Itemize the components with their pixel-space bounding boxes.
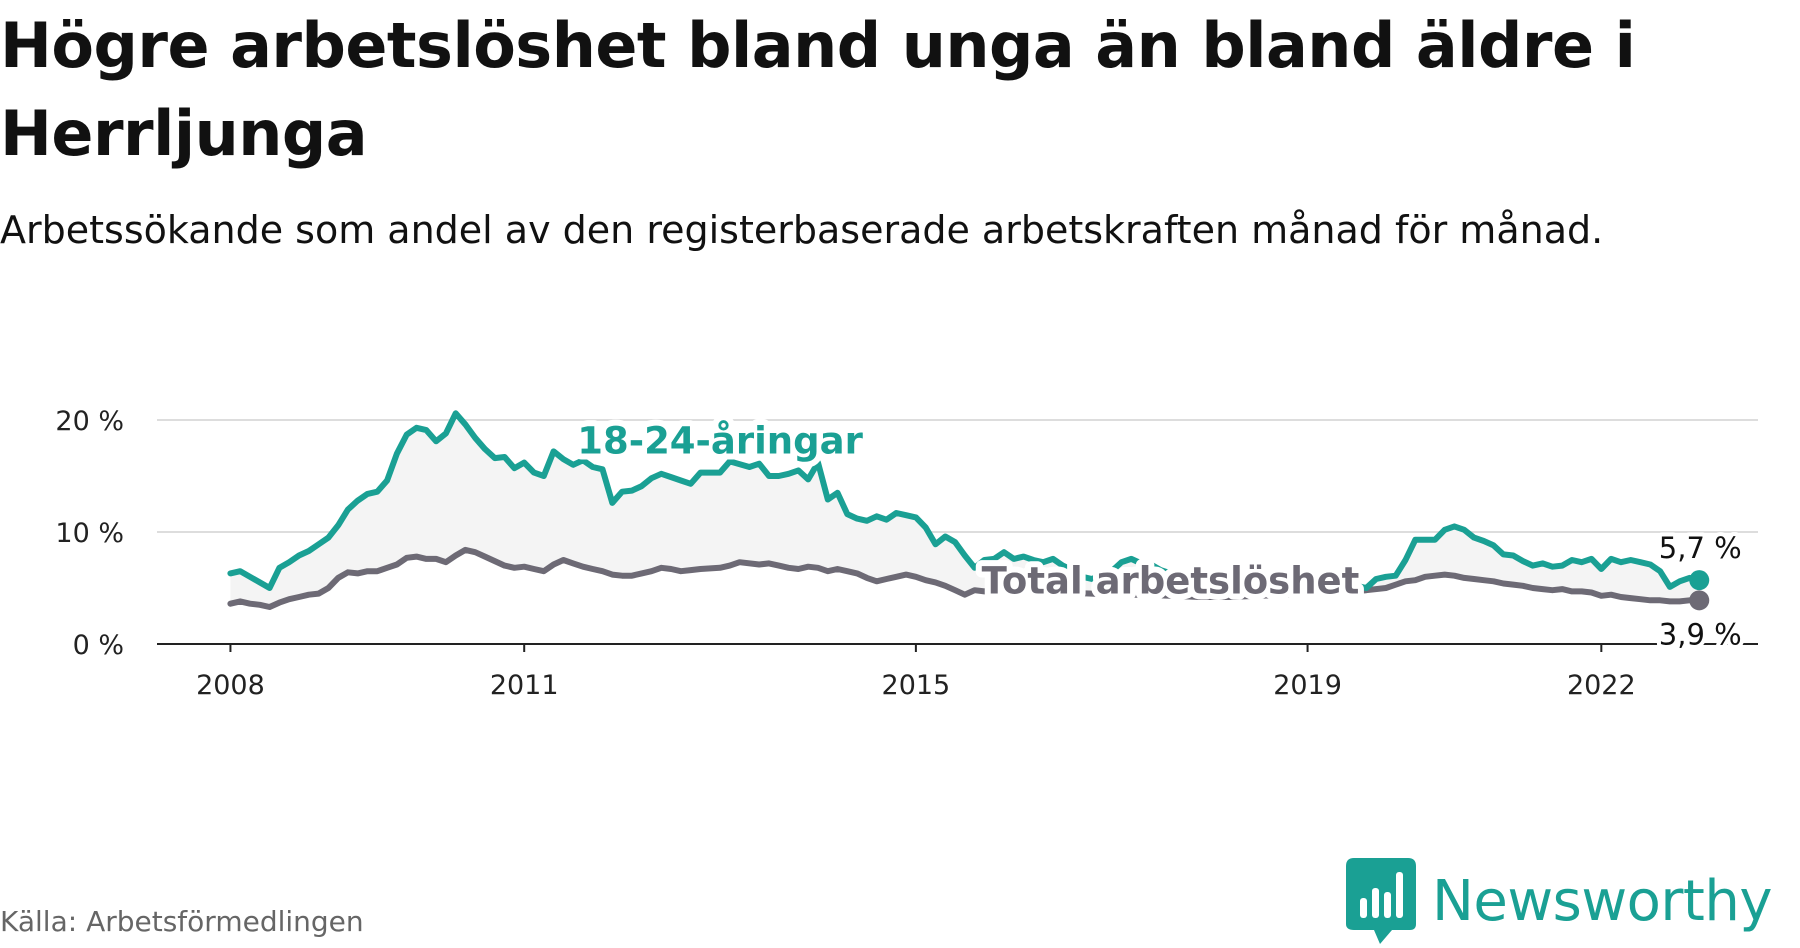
- x-tick-label: 2015: [882, 670, 951, 701]
- x-tick-label: 2022: [1567, 670, 1636, 701]
- series-line-total: [227, 546, 1703, 610]
- x-tick-label: 2011: [490, 670, 559, 701]
- logo-wordmark: Newsworthy: [1432, 868, 1773, 934]
- y-tick-label: 10 %: [55, 518, 124, 549]
- end-point-youth: [1689, 570, 1710, 591]
- end-label-total-halo: 3,9 %: [1659, 617, 1742, 651]
- line-chart: 0 % 10 % 20 % 2008 2011 2015 2019 2022 18-24-åri…: [55, 406, 1758, 701]
- bar-chart-badge-icon: [1346, 858, 1416, 944]
- series-label-youth: 18-24-åringar: [577, 420, 863, 463]
- series-label-total-halo: Total arbetslöshet: [982, 560, 1360, 603]
- x-tick-label: 2008: [196, 670, 265, 701]
- y-tick-label: 20 %: [55, 406, 124, 437]
- series-line-youth: [227, 410, 1703, 591]
- end-label-youth: 5,7 %: [1659, 531, 1742, 565]
- end-label-youth-halo: 5,7 %: [1659, 531, 1742, 565]
- x-tick-label: 2019: [1273, 670, 1342, 701]
- series-label-total: Total arbetslöshet: [982, 560, 1360, 603]
- y-tick-label: 0 %: [73, 630, 124, 661]
- page-subtitle: Arbetssökande som andel av den registerb…: [0, 208, 1604, 252]
- gap-area: [230, 413, 1700, 608]
- source-note: Källa: Arbetsförmedlingen: [0, 905, 364, 938]
- newsworthy-logo: Newsworthy: [1346, 858, 1773, 944]
- end-label-total: 3,9 %: [1659, 617, 1742, 651]
- page-title: Högre arbetslöshet bland unga än bland ä…: [0, 9, 1636, 170]
- series-label-youth-halo: 18-24-åringar: [577, 420, 863, 463]
- end-point-total: [1689, 590, 1710, 611]
